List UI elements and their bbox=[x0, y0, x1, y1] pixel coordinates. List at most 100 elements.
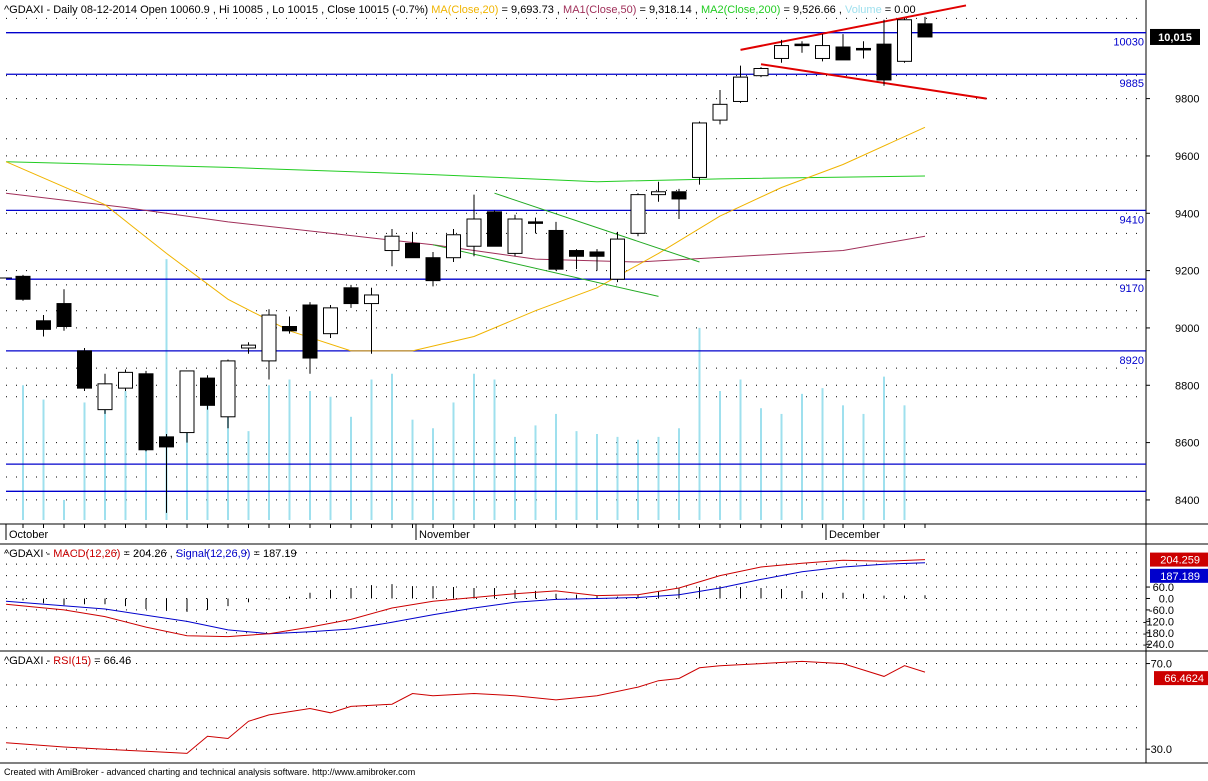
macd-lines bbox=[5, 559, 926, 638]
trendlines bbox=[432, 4, 987, 297]
price-tick-label: 9400 bbox=[1175, 208, 1199, 220]
candle-down bbox=[569, 250, 584, 257]
rsi-sep: - bbox=[46, 655, 53, 667]
price-axis: 8400 8600 8800 9000 9200 9400 9600 9800 10,015 bbox=[1146, 28, 1200, 507]
level-label: 9170 bbox=[1120, 283, 1144, 295]
candle-down bbox=[343, 287, 359, 305]
date-axis: October November December bbox=[5, 524, 926, 541]
rsi-grid bbox=[6, 663, 1146, 750]
candle-up bbox=[753, 68, 769, 77]
candle-down bbox=[282, 326, 297, 332]
candle-up bbox=[384, 235, 400, 252]
macd-header: ^GDAXI - MACD(12,26) = 204.26 , Signal(1… bbox=[4, 548, 297, 560]
price-tick-label: 8800 bbox=[1175, 380, 1199, 392]
candle-up bbox=[897, 19, 912, 62]
rsi-value-label: 66.4624 bbox=[1164, 673, 1204, 685]
rsi-eq: = bbox=[94, 655, 103, 667]
signal-line bbox=[5, 562, 926, 635]
candle-down bbox=[138, 373, 154, 451]
candle-up bbox=[261, 314, 277, 362]
candle-down bbox=[528, 221, 543, 224]
macd-label: MACD(12,26) bbox=[53, 548, 120, 560]
ma20-eq: = bbox=[502, 4, 511, 16]
ma200-line bbox=[5, 161, 926, 183]
candle-down bbox=[589, 251, 605, 257]
volume-eq: = bbox=[885, 4, 894, 16]
panel-frames bbox=[0, 0, 1208, 764]
candle-up bbox=[507, 218, 523, 254]
macd-eq: = bbox=[124, 548, 133, 560]
rsi-value-box bbox=[1154, 671, 1208, 686]
candle-up bbox=[692, 122, 707, 178]
price-tick-label: 9600 bbox=[1175, 151, 1199, 163]
macd-sep: - bbox=[46, 548, 53, 560]
ma200-sep: , bbox=[695, 4, 701, 16]
price-tick-label: 8400 bbox=[1175, 495, 1199, 507]
candle-down bbox=[835, 46, 851, 61]
candle-up bbox=[630, 194, 646, 234]
ma50-sep: , bbox=[557, 4, 563, 16]
header-open: 10060.9 bbox=[170, 4, 210, 16]
candle-up bbox=[118, 371, 133, 389]
ma200-label: MA2(Close,200) bbox=[701, 4, 780, 16]
rsi-value: 66.46 bbox=[104, 655, 132, 667]
ma20-line bbox=[5, 126, 926, 352]
candle-down bbox=[302, 304, 318, 359]
macd-tick-label: -120.0 bbox=[1143, 616, 1174, 628]
header-open-label: Open bbox=[140, 4, 170, 16]
level-label: 8920 bbox=[1120, 355, 1144, 367]
macd-value-label: 204.259 bbox=[1160, 555, 1200, 567]
rsi-path bbox=[5, 660, 926, 754]
price-tick-label: 9200 bbox=[1175, 266, 1199, 278]
candle-up bbox=[774, 45, 789, 59]
candle-down bbox=[671, 191, 687, 200]
header-date: 08-12-2014 bbox=[81, 4, 137, 16]
price-tick-label: 9800 bbox=[1175, 94, 1199, 106]
candle-up bbox=[610, 238, 625, 280]
rsi-symbol: ^GDAXI bbox=[4, 655, 43, 667]
volume-label: Volume bbox=[845, 4, 882, 16]
candle-down bbox=[917, 23, 933, 38]
header-low-label: , Lo bbox=[266, 4, 287, 16]
price-tick-label: 8600 bbox=[1175, 438, 1199, 450]
candle-up bbox=[466, 218, 482, 247]
green-trendline bbox=[494, 192, 700, 263]
candle-down bbox=[36, 320, 51, 330]
rsi-label: RSI(15) bbox=[53, 655, 91, 667]
candle-up bbox=[179, 370, 195, 434]
header-low: 10015 bbox=[287, 4, 318, 16]
candle-up bbox=[364, 294, 379, 305]
price-tick-label: 9000 bbox=[1175, 323, 1199, 335]
candle-up bbox=[733, 76, 748, 102]
candle-down bbox=[876, 43, 892, 81]
level-label: 9885 bbox=[1120, 78, 1144, 90]
signal-label: Signal(12,26,9) bbox=[176, 548, 251, 560]
candle-down bbox=[200, 377, 215, 406]
ma200-eq: = bbox=[784, 4, 793, 16]
macd-symbol: ^GDAXI bbox=[4, 548, 43, 560]
candle-up bbox=[446, 234, 461, 259]
rsi-header: ^GDAXI - RSI(15) = 66.46 bbox=[4, 655, 131, 667]
rsi-line bbox=[5, 660, 926, 754]
month-label: October bbox=[9, 529, 48, 541]
candle-down bbox=[856, 47, 871, 51]
candle-down bbox=[56, 303, 72, 328]
level-label: 10030 bbox=[1113, 37, 1144, 49]
horizontal-levels: 10030 9885 9410 9170 8920 bbox=[6, 32, 1146, 492]
rsi-tick-label: 30.0 bbox=[1151, 744, 1172, 756]
candle-up bbox=[97, 383, 113, 411]
ma200-value: 9,526.66 bbox=[793, 4, 836, 16]
macd-line bbox=[5, 559, 926, 638]
volume-sep: , bbox=[839, 4, 845, 16]
candle-down bbox=[15, 275, 31, 300]
header-change: (-0.7%) bbox=[392, 4, 428, 16]
header-symbol: ^GDAXI bbox=[4, 4, 43, 16]
macd-histogram bbox=[22, 584, 926, 612]
red-trendline bbox=[740, 4, 967, 51]
candle-down bbox=[159, 436, 174, 448]
candle-up bbox=[241, 344, 256, 349]
candle-down bbox=[794, 43, 810, 47]
candle-down bbox=[77, 350, 92, 389]
candle-up bbox=[712, 103, 728, 121]
macd-value: 204.26 bbox=[133, 548, 167, 560]
